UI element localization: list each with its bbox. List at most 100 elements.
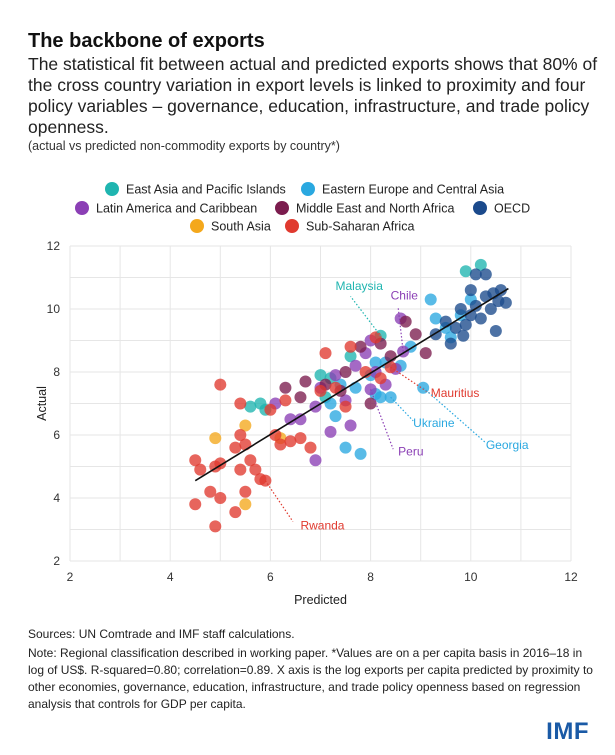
scatter-chart: East Asia and Pacific Islands Eastern Eur… [35,182,578,607]
imf-logo: IMF [546,718,589,745]
y-tick-label: 12 [47,239,61,253]
data-point [264,403,277,416]
data-point [204,485,217,498]
data-point [469,299,482,312]
data-point [454,303,467,315]
annotation-label: Georgia [486,438,529,452]
data-point [339,400,352,413]
regression-line [194,287,509,482]
data-point [269,429,282,441]
data-point [214,378,227,391]
data-point [374,372,387,385]
data-point [449,321,462,334]
data-point [364,397,377,410]
data-point [229,506,242,519]
data-point [284,435,297,448]
legend-label: Sub-Saharan Africa [306,220,414,234]
y-axis-title: Actual [35,386,49,421]
data-point [349,381,362,394]
data-point [279,381,292,394]
y-tick-label: 10 [47,302,61,316]
y-tick-label: 4 [53,491,60,505]
data-point [294,432,307,445]
data-point [484,303,497,315]
x-tick-label: 6 [267,570,274,584]
x-tick-label: 8 [367,570,374,584]
data-point [439,315,452,328]
legend-label: South Asia [211,220,271,234]
fit-line [194,287,509,482]
y-tick-label: 6 [53,428,60,442]
legend-label: OECD [494,202,530,216]
data-point [339,366,352,378]
data-point [294,391,307,404]
data-point [399,315,412,328]
tick-labels: 2 4 6 8 10 12 2 4 6 8 10 12 [47,239,578,584]
data-point [319,347,332,360]
data-point [194,463,207,476]
x-tick-label: 10 [464,570,478,584]
data-point [304,441,317,454]
legend-label: Middle East and North Africa [296,202,454,216]
data-point [374,391,387,404]
data-point [369,356,382,369]
data-point [309,454,322,467]
x-axis-title: Predicted [294,593,347,607]
data-point [234,429,247,441]
data-point [489,325,502,338]
data-point [239,438,252,451]
legend-label: Latin America and Caribbean [96,202,257,216]
annotation-leader [390,366,432,395]
annotation-leader [390,396,414,422]
data-point [239,498,252,511]
data-point [344,350,357,363]
legend-swatch [301,182,315,196]
legend-swatch [473,201,487,215]
data-point [329,410,342,423]
data-point [329,381,342,394]
y-tick-label: 8 [53,365,60,379]
annotations: Malaysia Chile Mauritius Ukraine Georgia Peru… [264,279,529,533]
data-point [474,312,487,325]
data-point [234,397,247,410]
x-tick-label: 4 [167,570,174,584]
data-point [409,328,422,341]
annotation-label: Peru [398,444,423,458]
sources-text: Sources: UN Comtrade and IMF staff calcu… [28,627,295,641]
data-point [339,441,352,454]
legend: East Asia and Pacific Islands Eastern Eur… [75,182,530,234]
data-point [354,340,367,353]
legend-label: East Asia and Pacific Islands [126,183,286,197]
footnote-text: Note: Regional classification described … [28,646,593,711]
data-point [189,454,202,467]
data-point [324,397,337,410]
data-point [244,400,257,413]
data-points [189,258,512,533]
data-point [279,394,292,407]
data-point [464,284,477,297]
annotation-label: Ukraine [413,416,455,430]
data-point [294,413,307,426]
legend-swatch [285,219,299,233]
y-tick-label: 2 [53,554,60,568]
data-point [344,340,357,353]
data-point [234,463,247,476]
data-point [329,369,342,382]
data-point [214,492,227,504]
data-point [249,463,262,476]
data-point [469,268,482,281]
data-point [369,331,382,344]
data-point [284,413,297,426]
annotation-label: Malaysia [336,279,384,293]
data-point [349,359,362,372]
data-point [274,438,287,451]
data-point [457,329,470,342]
annotation-leader [264,480,294,522]
data-point [344,419,357,432]
data-point [464,309,477,322]
data-point [459,318,472,331]
data-point [189,498,202,511]
data-point [429,312,442,325]
data-point [229,441,242,454]
data-point [299,375,312,388]
